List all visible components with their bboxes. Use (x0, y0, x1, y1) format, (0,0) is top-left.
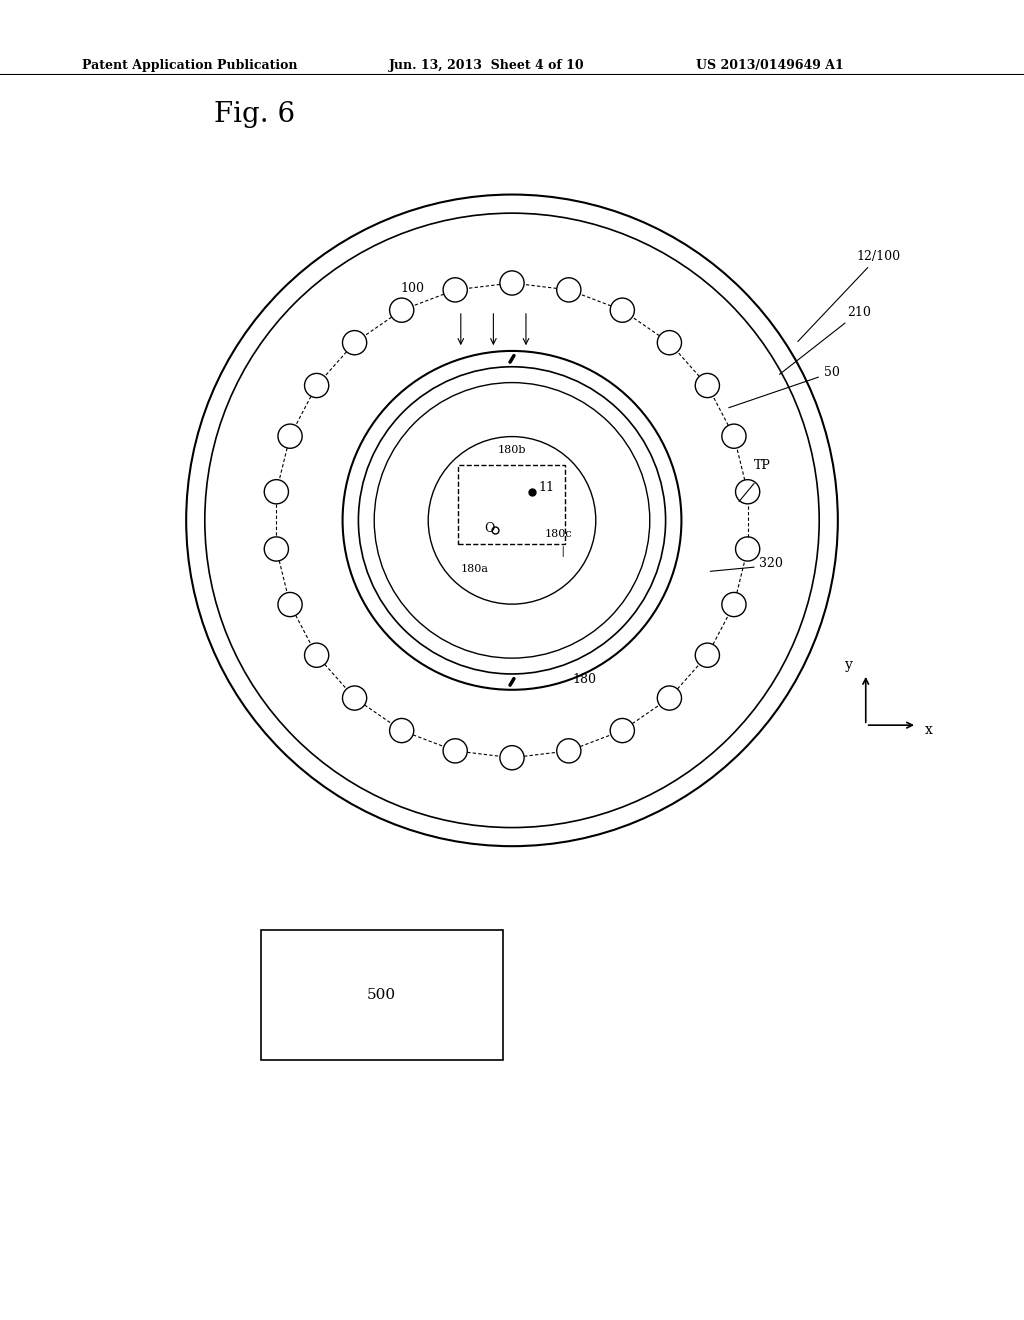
Text: Jun. 13, 2013  Sheet 4 of 10: Jun. 13, 2013 Sheet 4 of 10 (389, 59, 585, 73)
Bar (261, 931, 503, 1060)
Text: 12/100: 12/100 (798, 249, 900, 342)
Text: 180c: 180c (545, 529, 572, 539)
Text: 180: 180 (572, 673, 597, 686)
Text: Fig. 6: Fig. 6 (214, 102, 295, 128)
Text: 500: 500 (368, 989, 396, 1002)
Bar (458, 465, 565, 544)
Text: Patent Application Publication: Patent Application Publication (82, 59, 297, 73)
Text: x: x (925, 723, 932, 738)
Text: 180a: 180a (461, 564, 488, 574)
Text: 210: 210 (779, 305, 871, 375)
Text: 50: 50 (729, 366, 840, 408)
Text: 180b: 180b (498, 445, 526, 455)
Text: US 2013/0149649 A1: US 2013/0149649 A1 (696, 59, 844, 73)
Text: 11: 11 (538, 480, 554, 494)
Text: TP: TP (754, 459, 771, 473)
Text: 100: 100 (400, 282, 424, 296)
Text: y: y (845, 659, 853, 672)
Text: 320: 320 (759, 557, 782, 570)
Text: O: O (484, 521, 495, 535)
